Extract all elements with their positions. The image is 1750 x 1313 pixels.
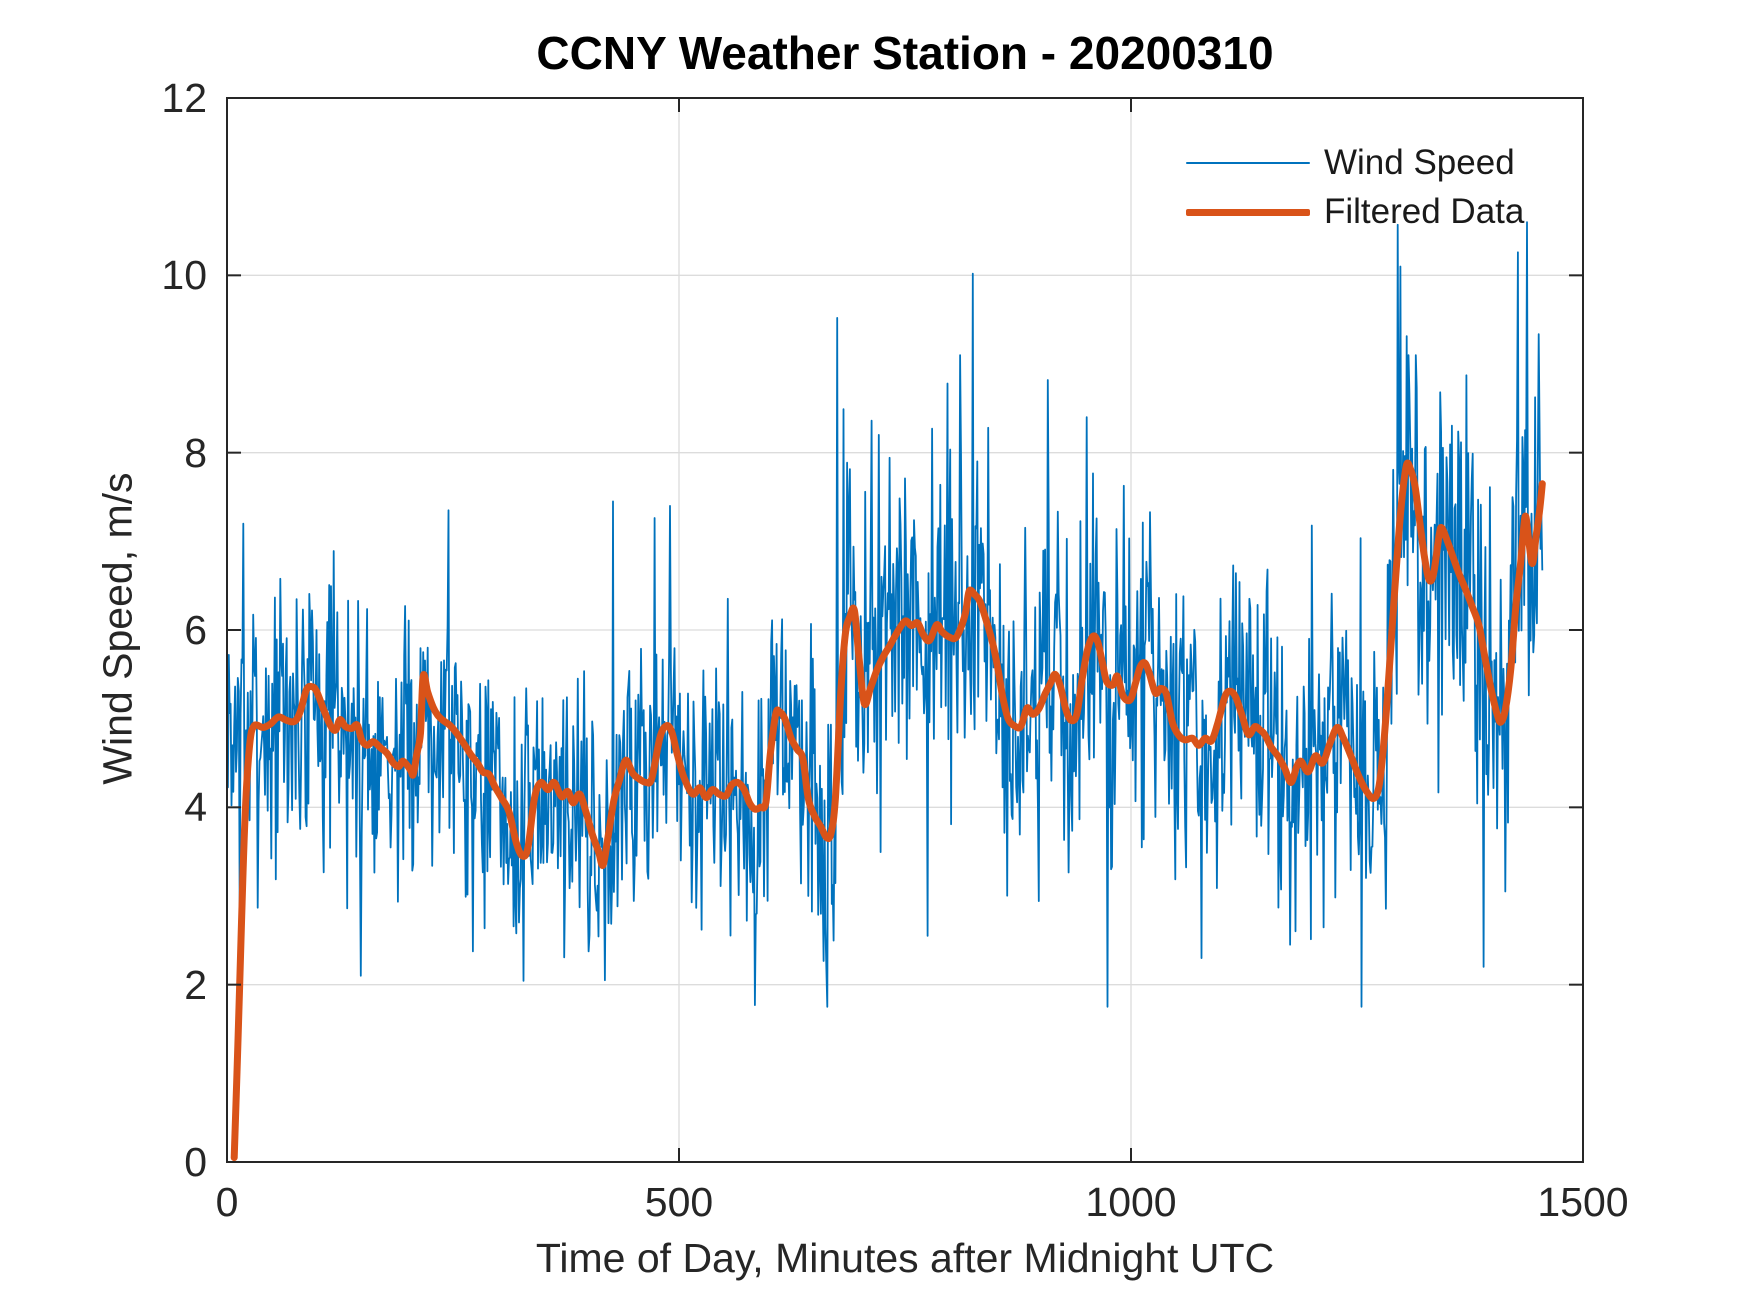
y-tick-label: 8 bbox=[184, 429, 207, 476]
y-tick-label: 0 bbox=[184, 1139, 207, 1185]
chart-title: CCNY Weather Station - 20200310 bbox=[536, 27, 1274, 79]
x-tick-label: 0 bbox=[215, 1179, 239, 1225]
x-axis-label: Time of Day, Minutes after Midnight UTC bbox=[535, 1235, 1275, 1281]
y-tick-label: 2 bbox=[184, 961, 207, 1008]
y-tick-label: 6 bbox=[184, 607, 207, 653]
x-tick-label: 1000 bbox=[1085, 1179, 1177, 1225]
wind-speed-line bbox=[227, 221, 1544, 1008]
y-tick-label: 12 bbox=[161, 75, 207, 121]
x-tick-label: 1500 bbox=[1537, 1179, 1629, 1225]
filtered-data-line bbox=[230, 459, 1546, 1162]
y-tick-label: 10 bbox=[161, 252, 207, 299]
y-tick-label: 4 bbox=[184, 784, 207, 831]
x-tick-label: 500 bbox=[644, 1179, 714, 1225]
